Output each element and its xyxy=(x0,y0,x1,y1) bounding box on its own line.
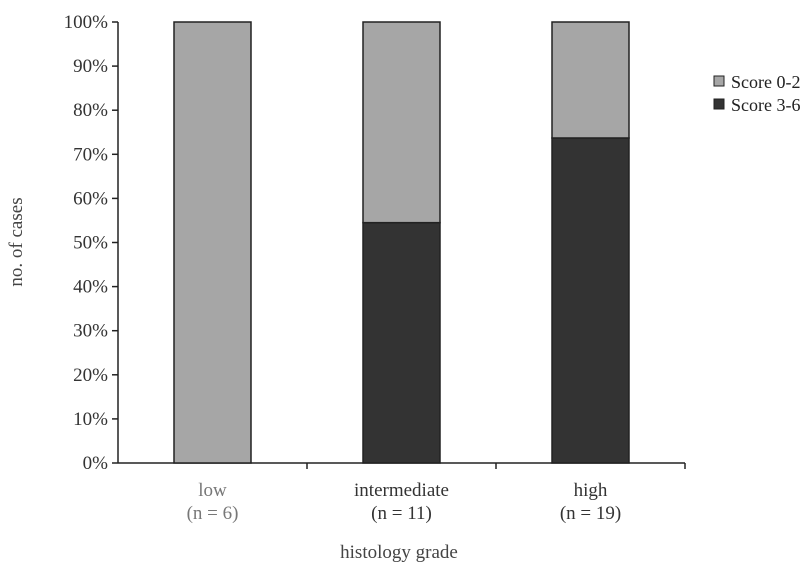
y-tick-label: 20% xyxy=(73,365,108,386)
category-sublabel: (n = 6) xyxy=(187,503,239,524)
y-axis-title: no. of cases xyxy=(6,197,27,286)
y-tick-label: 0% xyxy=(83,453,109,474)
category-sublabel: (n = 19) xyxy=(560,503,621,524)
bars xyxy=(173,21,630,464)
category-label: high xyxy=(574,480,608,501)
bar-segment-high-score-3-6 xyxy=(551,137,630,464)
y-tick-label: 70% xyxy=(73,144,108,165)
category-sublabel: (n = 11) xyxy=(371,503,432,524)
category-label: intermediate xyxy=(354,480,449,501)
y-tick-label: 40% xyxy=(73,277,108,298)
legend-swatch xyxy=(713,98,725,110)
bar-segment-high-score-0-2 xyxy=(551,21,630,139)
bar-segment-intermediate-score-3-6 xyxy=(362,221,441,464)
x-axis xyxy=(118,462,686,469)
x-axis-title: histology grade xyxy=(340,542,458,563)
y-tick-label: 50% xyxy=(73,233,108,254)
y-tick-label: 10% xyxy=(73,409,108,430)
y-tick-label: 80% xyxy=(73,100,108,121)
y-axis: 0% 10% 20% 30% 40% 50% 60% 70% 80% 90% 100% xyxy=(64,12,119,474)
legend: Score 0-2 Score 3-6 xyxy=(713,72,800,115)
y-tick-label: 100% xyxy=(64,12,109,33)
bar-segment-low-score-0-2 xyxy=(173,21,252,464)
y-tick-label: 30% xyxy=(73,321,108,342)
legend-label: Score 0-2 xyxy=(731,72,800,92)
legend-label: Score 3-6 xyxy=(731,95,800,115)
legend-swatch xyxy=(713,75,725,87)
category-labels: low(n = 6) intermediate(n = 11) high(n = 1… xyxy=(187,480,622,524)
category-label: low xyxy=(198,480,227,501)
y-tick-label: 60% xyxy=(73,188,108,209)
bar-segment-intermediate-score-0-2 xyxy=(362,21,441,224)
y-tick-label: 90% xyxy=(73,56,108,77)
